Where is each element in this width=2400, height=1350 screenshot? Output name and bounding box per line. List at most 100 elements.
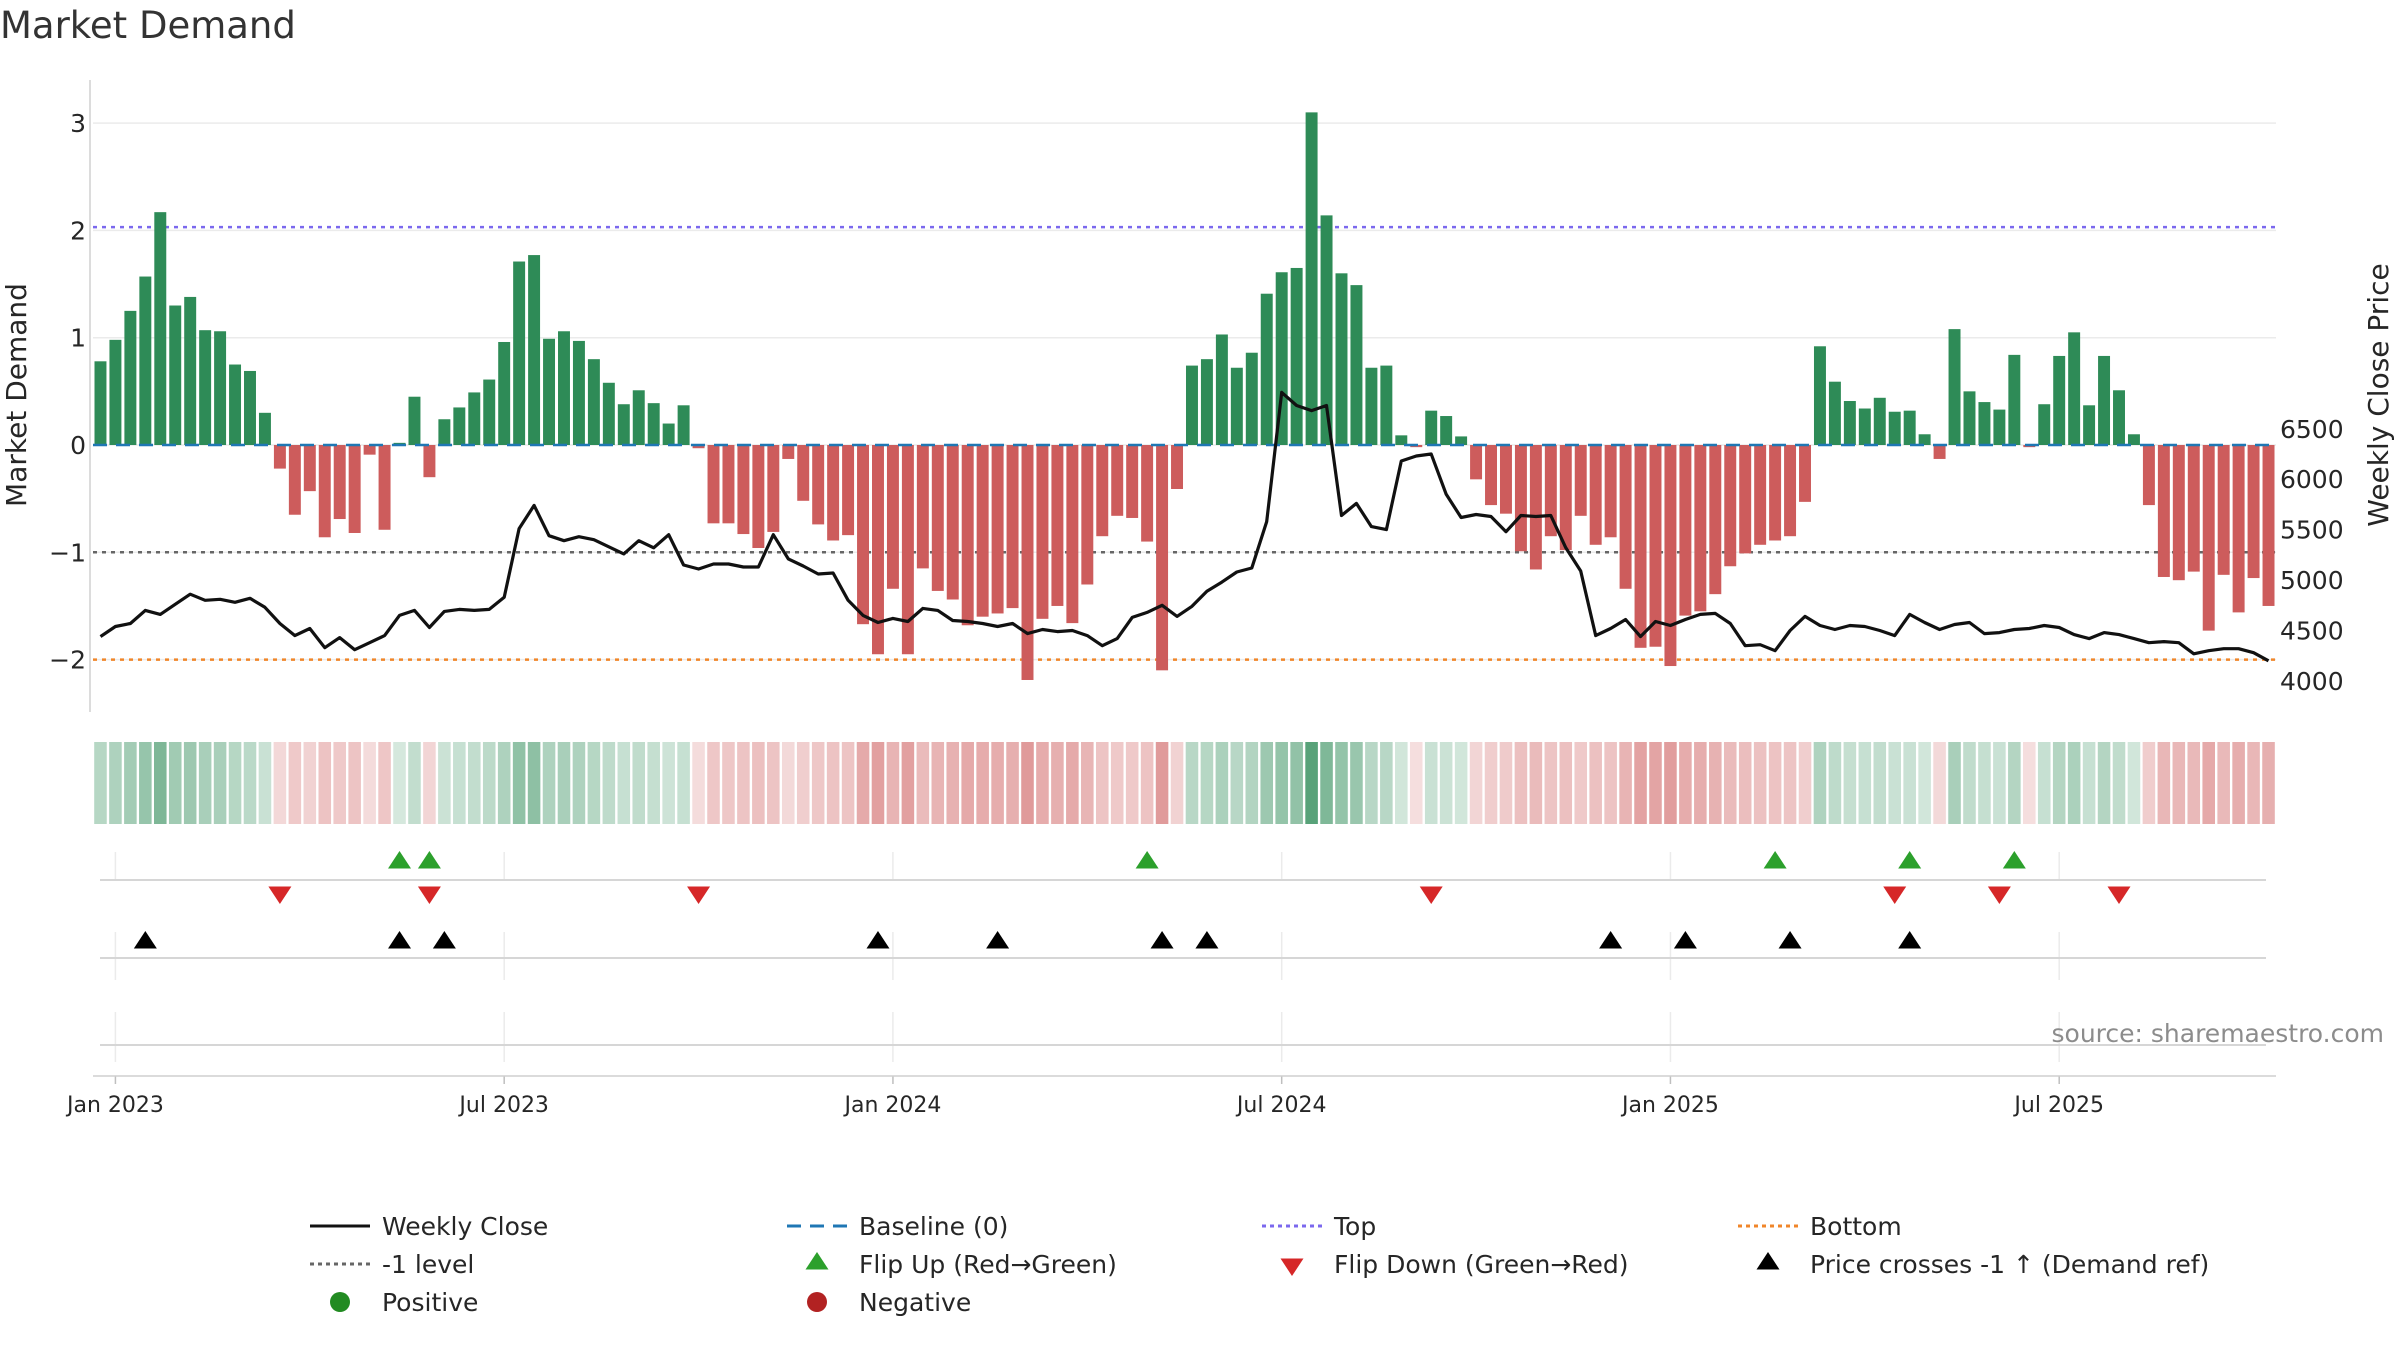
negative-bar xyxy=(1769,445,1782,541)
reference-lines xyxy=(93,225,2276,661)
positive-bar xyxy=(453,407,466,445)
heat-cell xyxy=(1200,742,1214,824)
heat-cell xyxy=(1155,742,1169,824)
heat-cell xyxy=(2142,742,2156,824)
negative-bar xyxy=(333,445,346,520)
heat-cell xyxy=(1544,742,1558,824)
negative-bar xyxy=(1574,445,1587,516)
legend-item: -1 level xyxy=(310,1250,474,1279)
heat-cell xyxy=(1081,742,1094,824)
heat-cell xyxy=(393,742,406,824)
negative-bar xyxy=(1709,445,1722,595)
flip-up-marker xyxy=(1898,851,1922,869)
legend-item: Price crosses -1 ↑ (Demand ref) xyxy=(1756,1250,2209,1279)
circle-icon xyxy=(330,1292,350,1312)
heat-cell xyxy=(722,742,735,824)
negative-bar xyxy=(946,445,959,600)
chart-title: Market Demand xyxy=(0,4,296,47)
legend-item: Negative xyxy=(807,1288,971,1317)
negative-bar xyxy=(318,445,331,538)
heat-cell xyxy=(1903,742,1916,824)
heat-cell xyxy=(647,742,660,824)
negative-bar xyxy=(288,445,301,515)
positive-bar xyxy=(1978,402,1991,445)
y-axis-label: Market Demand xyxy=(0,283,33,507)
triangle-up-icon xyxy=(1756,1252,1780,1270)
heat-cell xyxy=(1993,742,2006,824)
negative-bar xyxy=(2142,445,2155,506)
y-tick-label: 0 xyxy=(70,431,86,460)
legend-label: Weekly Close xyxy=(382,1212,548,1241)
y2-tick-label: 6000 xyxy=(2280,465,2344,494)
heat-cell xyxy=(662,742,675,824)
positive-bar xyxy=(1335,273,1348,445)
negative-bar xyxy=(1529,445,1542,570)
heat-cell xyxy=(1679,742,1692,824)
positive-bar xyxy=(184,296,197,445)
negative-bar xyxy=(1739,445,1752,554)
positive-bar xyxy=(244,370,256,445)
heat-cell xyxy=(946,742,960,824)
heat-cell xyxy=(692,742,705,824)
positive-bar xyxy=(677,405,690,445)
heat-cell xyxy=(2097,742,2111,824)
y-tick-label: 1 xyxy=(70,324,86,353)
negative-bar xyxy=(1634,445,1647,648)
negative-bar xyxy=(1021,445,1034,680)
negative-bar xyxy=(1604,445,1617,538)
heat-cell xyxy=(183,742,197,824)
heat-cell xyxy=(94,742,107,824)
heat-cell xyxy=(1963,742,1976,824)
positive-bar xyxy=(1888,411,1901,445)
negative-bar xyxy=(886,445,899,589)
heat-cell xyxy=(168,742,182,824)
positive-bar xyxy=(1365,367,1378,445)
legend-label: -1 level xyxy=(382,1250,474,1279)
heat-cell xyxy=(2232,742,2245,824)
heat-cell xyxy=(482,742,496,824)
heat-cell xyxy=(1634,742,1647,824)
negative-bar xyxy=(752,445,765,549)
negative-bar xyxy=(1006,445,1019,609)
heat-cell xyxy=(1275,742,1288,824)
legend-item: Positive xyxy=(330,1288,478,1317)
positive-bar xyxy=(109,339,122,445)
positive-bar xyxy=(498,341,511,445)
negative-bar xyxy=(2217,445,2230,575)
weekly-close-line xyxy=(99,390,2270,663)
positive-bar xyxy=(543,338,556,445)
negative-bar xyxy=(976,445,989,617)
heat-cell xyxy=(2187,742,2201,824)
heat-cell xyxy=(1290,742,1303,824)
negative-bar xyxy=(2172,445,2185,581)
heat-cell xyxy=(1604,742,1617,824)
heat-cell xyxy=(288,742,302,824)
heat-cell xyxy=(2008,742,2021,824)
positive-bar xyxy=(1828,381,1841,445)
flip-down-marker xyxy=(417,886,441,904)
positive-bar xyxy=(2127,434,2140,445)
heat-cell xyxy=(512,742,526,824)
price-cross-marker xyxy=(1673,931,1697,949)
negative-bar xyxy=(2232,445,2245,613)
positive-bar xyxy=(1395,435,1408,445)
flip-up-marker xyxy=(417,851,441,869)
positive-bar xyxy=(1813,346,1826,445)
negative-bar xyxy=(1141,445,1154,542)
y-tick-label: −2 xyxy=(49,646,86,675)
heat-cell xyxy=(2067,742,2081,824)
negative-bar xyxy=(692,445,705,449)
positive-bar xyxy=(1948,329,1961,445)
positive-bar xyxy=(483,379,496,445)
heat-cell xyxy=(1424,742,1438,824)
positive-bar xyxy=(199,330,212,445)
positive-bar xyxy=(2008,354,2021,445)
positive-bar xyxy=(1275,272,1288,445)
positive-bar xyxy=(662,423,675,445)
heat-cell xyxy=(1694,742,1707,824)
negative-bar xyxy=(2202,445,2215,631)
heat-cell xyxy=(1753,742,1767,824)
positive-bar xyxy=(528,255,541,445)
legend-item: Flip Up (Red→Green) xyxy=(805,1250,1117,1279)
